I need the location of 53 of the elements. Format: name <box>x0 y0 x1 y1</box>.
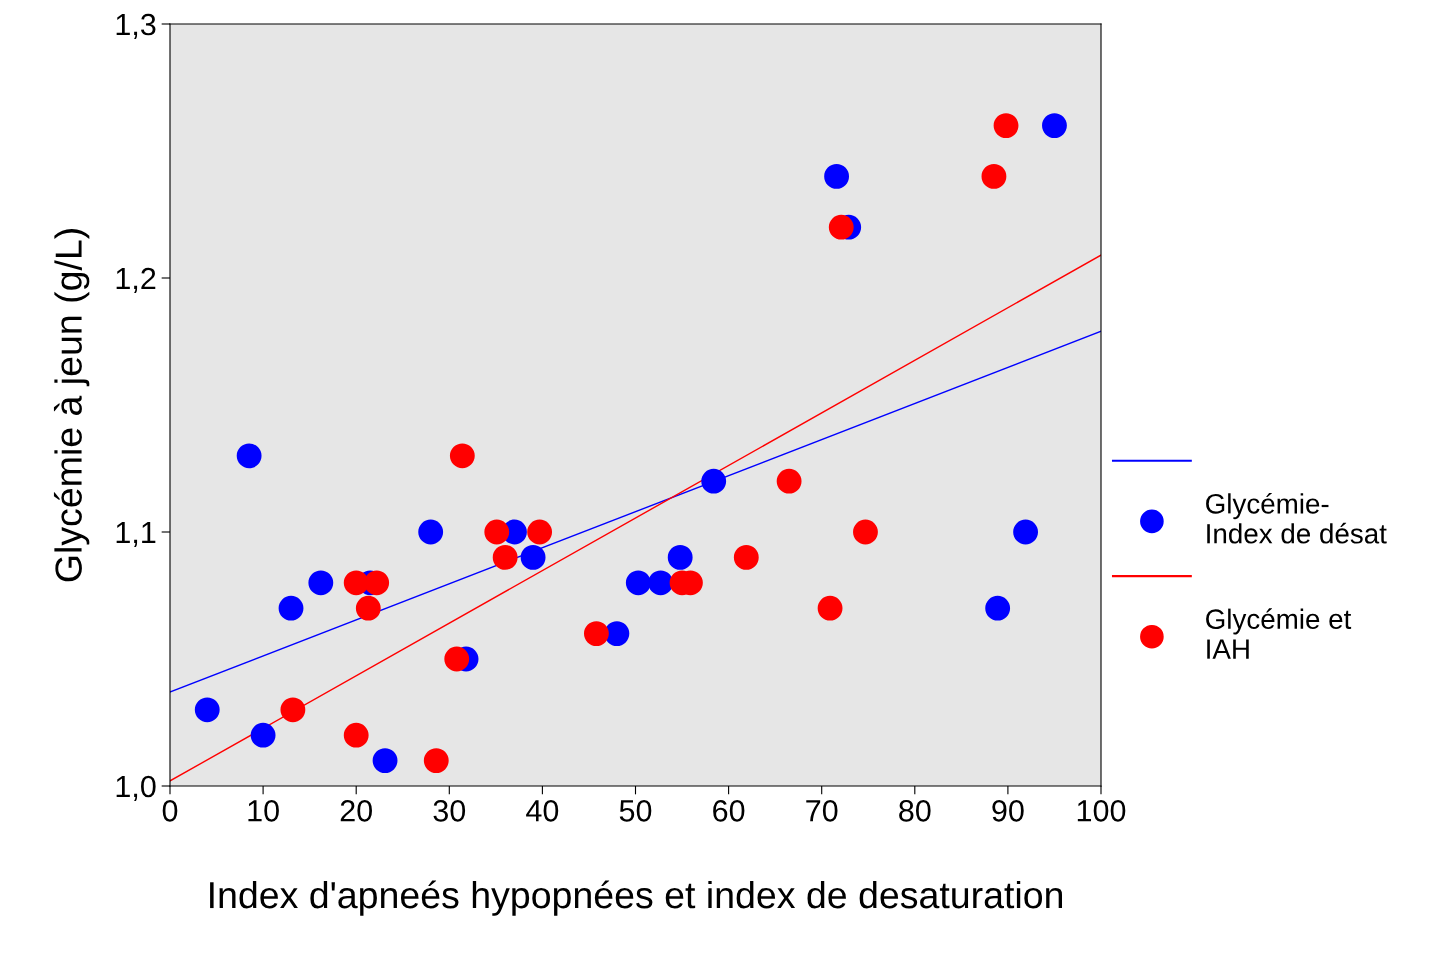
x-tick-label: 100 <box>1077 800 1126 822</box>
y-axis-title: Glycémie à jeun (g/L) <box>53 229 90 582</box>
point <box>280 697 306 723</box>
point <box>828 214 854 240</box>
point <box>701 468 727 494</box>
point <box>604 621 630 647</box>
x-tick-label: 20 <box>340 800 372 822</box>
y-tick-label: 1,1 <box>116 522 156 547</box>
point <box>484 519 510 545</box>
legend-label: Glycémie et IAH <box>1206 608 1352 659</box>
point <box>993 113 1019 139</box>
point <box>1013 519 1039 545</box>
x-tick-label: 10 <box>248 800 279 822</box>
point <box>981 163 1007 189</box>
point <box>985 595 1011 621</box>
x-tick-label: 30 <box>433 800 466 822</box>
point <box>194 697 220 723</box>
point <box>343 722 369 748</box>
point <box>449 443 475 469</box>
point <box>418 519 444 545</box>
legend-label: Glycémie- Index de désat <box>1206 492 1387 544</box>
point <box>583 621 609 647</box>
point <box>817 595 843 621</box>
x-tick-label: 80 <box>899 800 931 822</box>
point <box>520 544 546 570</box>
point <box>492 544 518 570</box>
point <box>278 595 304 621</box>
point <box>824 163 850 189</box>
x-tick-label: 60 <box>713 800 745 822</box>
point <box>250 722 276 748</box>
point <box>1042 113 1067 139</box>
point <box>733 544 759 570</box>
x-tick-label: 70 <box>806 800 838 822</box>
point <box>423 748 449 774</box>
point <box>308 570 334 596</box>
y-tick-label: 1,2 <box>116 267 156 293</box>
x-tick-label: 90 <box>992 800 1024 822</box>
x-tick-label: 0 <box>162 800 178 822</box>
y-tick-label: 1,0 <box>116 775 156 801</box>
point <box>527 519 553 545</box>
point <box>667 544 693 570</box>
point <box>236 443 262 469</box>
point <box>372 748 398 774</box>
x-axis-title: Index d'apneés hypopnées et index de desaturation <box>210 880 1063 916</box>
point <box>853 519 878 545</box>
y-tick-label: 1,3 <box>116 13 156 39</box>
x-tick-label: 40 <box>526 800 559 822</box>
point <box>355 595 381 621</box>
point <box>776 468 802 494</box>
point <box>648 570 674 596</box>
x-tick-label: 50 <box>619 800 652 822</box>
point <box>444 646 470 672</box>
point <box>625 570 651 596</box>
